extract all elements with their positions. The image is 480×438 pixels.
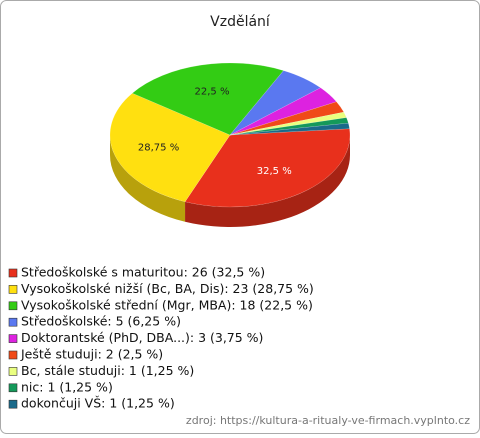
legend-label: Vysokoškolské střední (Mgr, MBA): 18 (22… — [21, 297, 313, 312]
slice — [229, 117, 349, 136]
slice — [229, 122, 350, 136]
slice — [229, 70, 322, 136]
source: zdroj: https://kultura-a-ritualy-ve-firm… — [186, 414, 470, 427]
slice — [229, 87, 337, 136]
legend-label: Ještě studuji: 2 (2,5 %) — [20, 347, 163, 362]
slice — [229, 101, 345, 136]
slice — [131, 62, 284, 136]
legend-swatch — [8, 383, 18, 393]
slice-side — [185, 135, 350, 227]
legend-swatch — [8, 268, 18, 278]
legend-label: Středoškolské s maturitou: 26 (32,5 %) — [21, 265, 265, 280]
legend-swatch — [8, 285, 18, 294]
legend-swatch — [8, 350, 18, 360]
legend-swatch — [8, 367, 18, 376]
slice-label: 22,5 % — [195, 87, 230, 98]
legend-label: Středoškolské: 5 (6,25 %) — [21, 314, 181, 329]
slice-label: 32,5 % — [257, 166, 292, 177]
chart-title: Vzdělání — [210, 14, 271, 30]
legend-swatch — [8, 301, 18, 311]
slice-label: 28,75 % — [138, 142, 179, 153]
slice — [184, 128, 351, 208]
slice-side — [110, 135, 186, 222]
legend-swatch — [8, 317, 18, 327]
legend-label: Vysokoškolské nižší (Bc, BA, Dis): 23 (2… — [21, 281, 314, 296]
slice — [229, 111, 347, 136]
slice — [109, 92, 231, 203]
legend-swatch — [8, 399, 18, 409]
legend-label: Bc, stále studuji: 1 (1,25 %) — [21, 363, 194, 378]
legend-label: dokončuji VŠ: 1 (1,25 %) — [21, 396, 175, 411]
legend-swatch — [8, 334, 18, 343]
legend-label: nic: 1 (1,25 %) — [21, 379, 113, 394]
legend-label: Doktorantské (PhD, DBA...): 3 (3,75 %) — [21, 330, 263, 345]
